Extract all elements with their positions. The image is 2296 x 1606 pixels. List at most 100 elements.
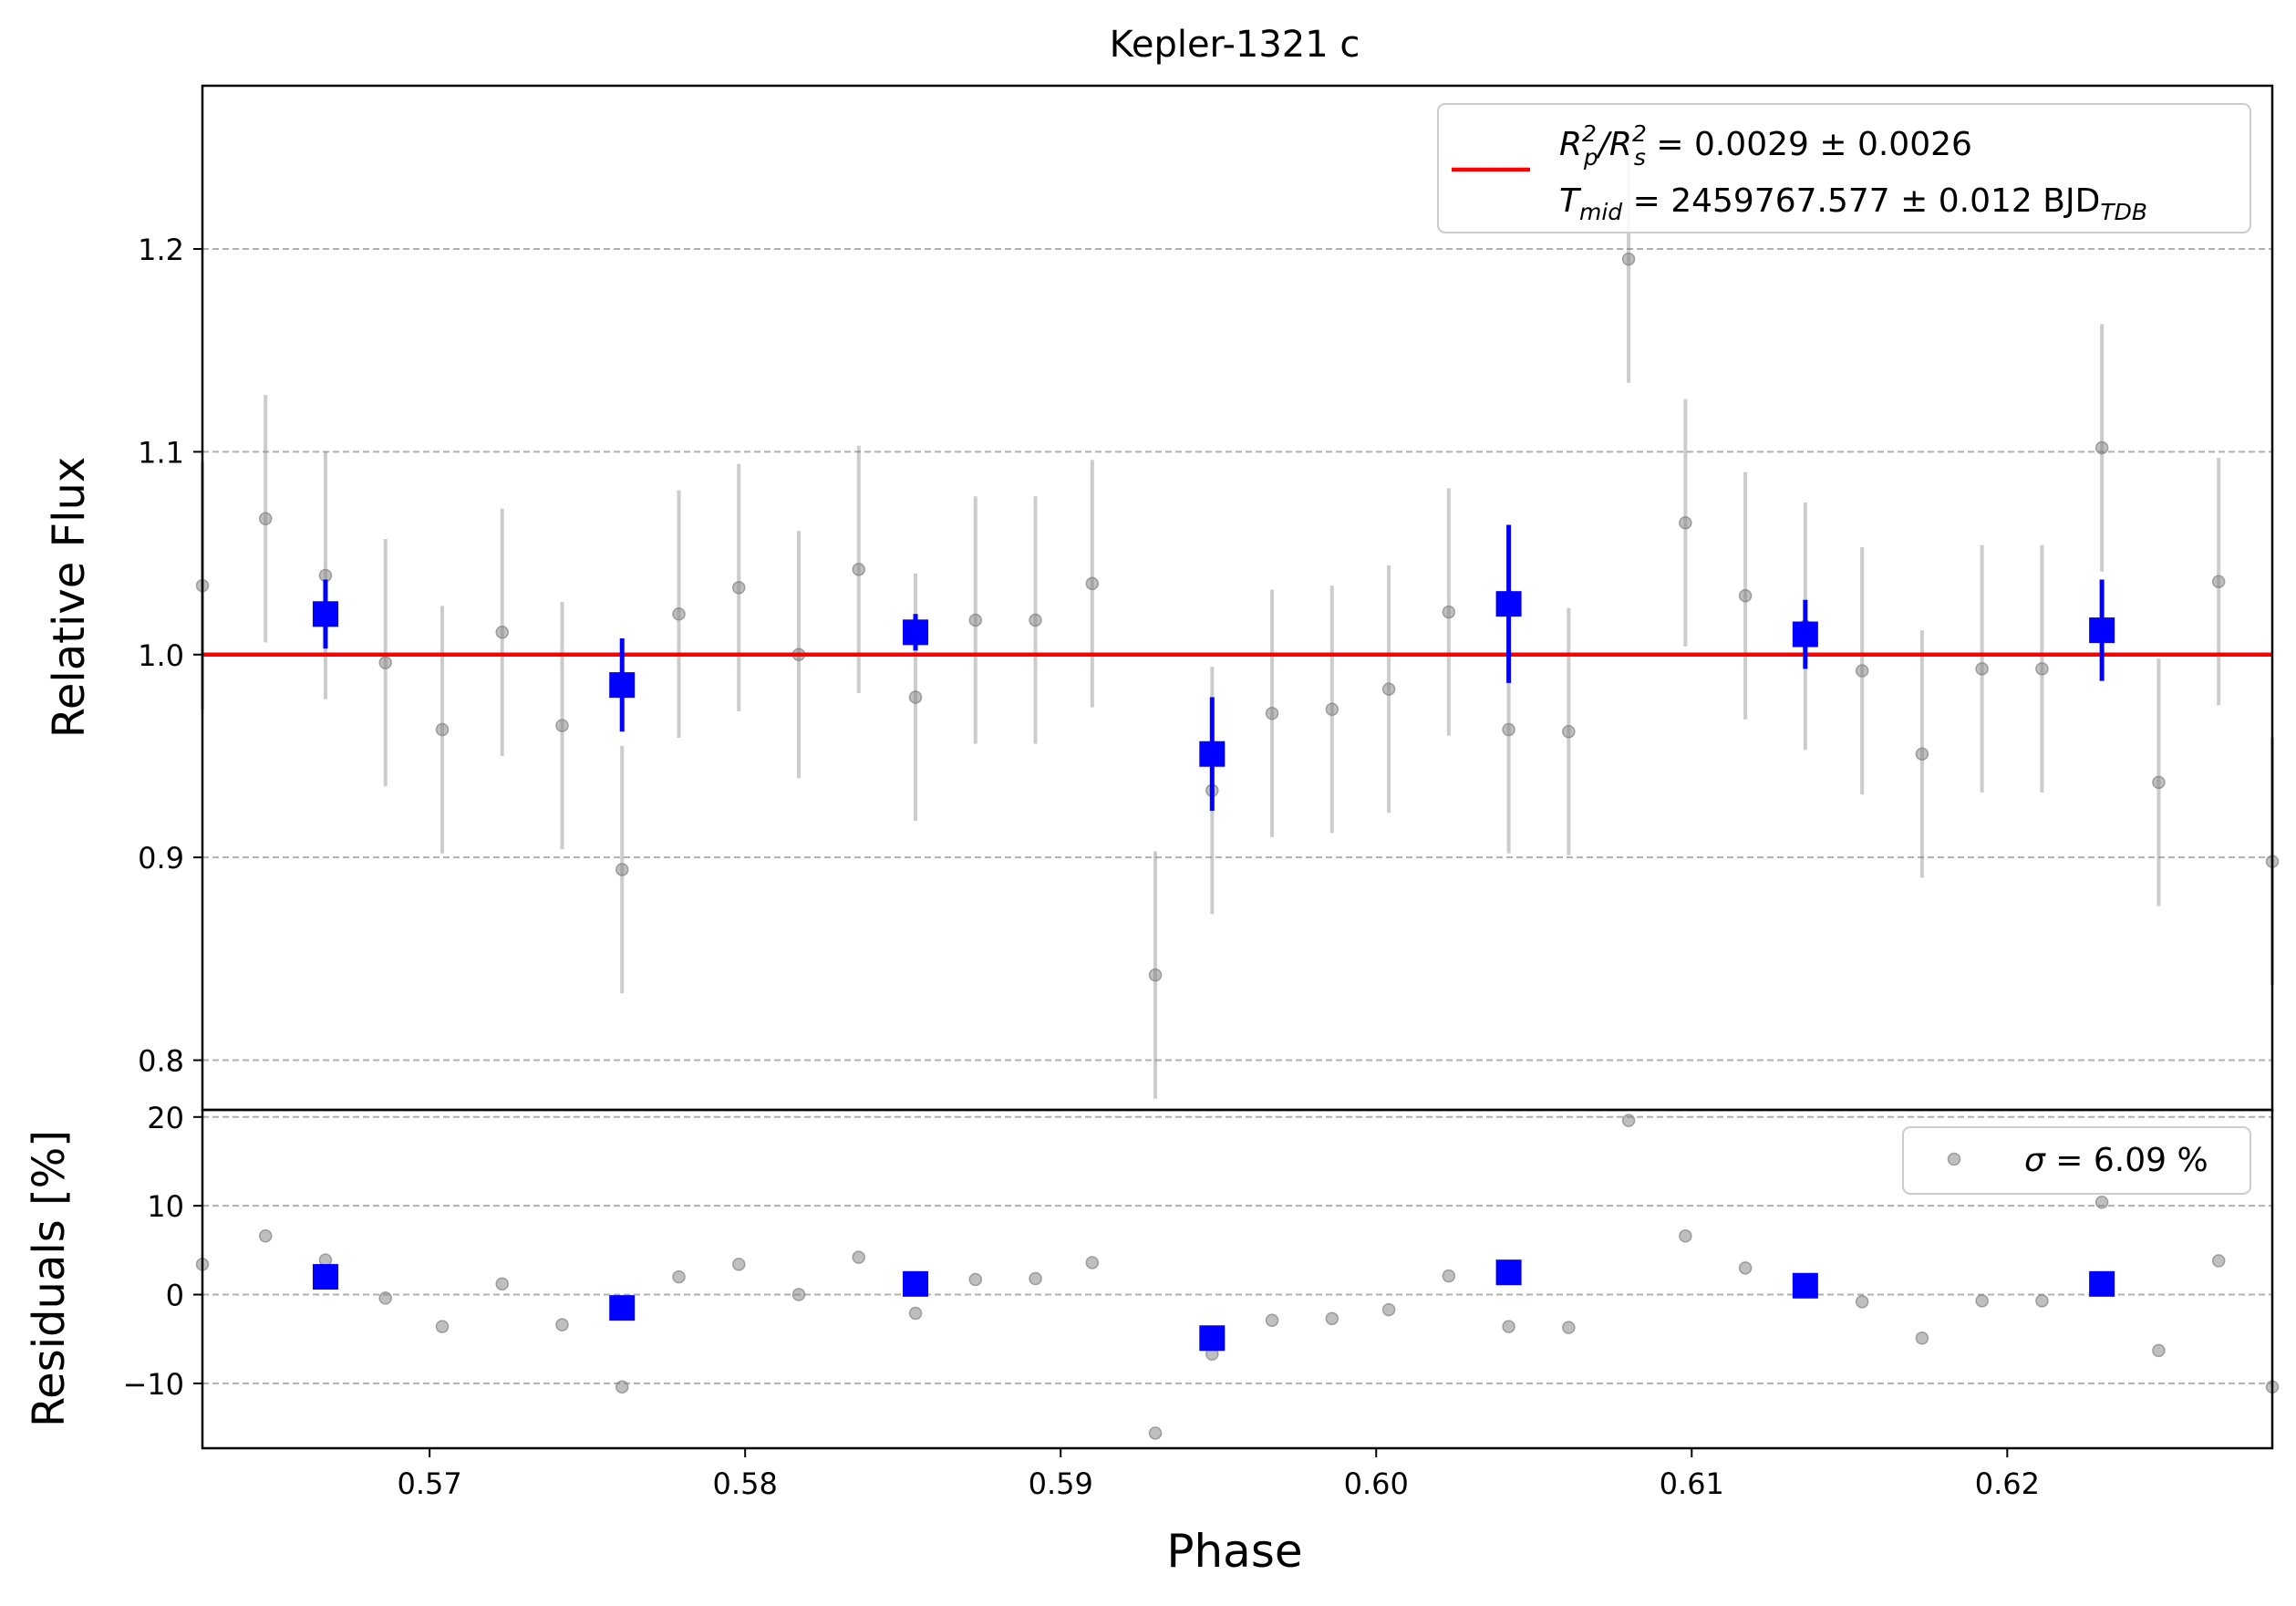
x-axis-label: Phase <box>1166 1525 1302 1578</box>
x-tick-label: 0.57 <box>398 1466 462 1501</box>
bottom-raw-point <box>1502 1320 1515 1333</box>
bottom-raw-point <box>852 1250 866 1264</box>
top-raw-point <box>1442 605 1456 619</box>
top-y-tick-label: 0.9 <box>138 841 184 876</box>
top-raw-point <box>1265 707 1279 720</box>
bottom-raw-point <box>732 1258 746 1271</box>
bottom-y-tick-label: 20 <box>147 1101 184 1135</box>
bottom-y-ticks: −10 0 10 20 <box>122 1101 202 1402</box>
top-raw-point <box>258 512 273 526</box>
top-raw-point <box>1738 589 1753 603</box>
bottom-raw-point <box>1621 1114 1636 1127</box>
bottom-raw-point <box>435 1320 450 1333</box>
chart-title: Kepler-1321 c <box>1110 24 1360 66</box>
bottom-raw-points <box>195 1114 2280 1440</box>
top-raw-point <box>908 690 923 704</box>
top-legend-label-tmid: Tmid = 2459767.577 ± 0.012 BJDTDB <box>1559 182 2147 225</box>
top-raw-point <box>1975 662 1989 676</box>
x-ticks: 0.57 0.58 0.59 0.60 0.61 0.62 <box>398 1448 2040 1501</box>
top-raw-point <box>1621 252 1636 266</box>
top-raw-point <box>1325 702 1339 717</box>
top-raw-point <box>1029 613 1042 627</box>
bottom-legend-label-sigma: σ = 6.09 % <box>2024 1142 2208 1179</box>
top-y-tick-label: 1.1 <box>138 435 184 470</box>
top-binned-point <box>312 601 338 627</box>
bottom-raw-point <box>1029 1271 1042 1286</box>
bottom-raw-point <box>2035 1294 2049 1308</box>
bottom-raw-point <box>1855 1295 1869 1309</box>
top-raw-point <box>732 581 746 595</box>
top-legend-label-radius-ratio: R2 p/R2 s = 0.0029 ± 0.0026 <box>1559 120 1972 171</box>
bottom-gridlines <box>202 1115 2272 1384</box>
top-binned-point <box>609 672 636 699</box>
bottom-binned-point <box>2089 1270 2115 1297</box>
top-raw-point <box>968 613 983 627</box>
top-binned-point <box>1792 621 1818 648</box>
top-raw-point <box>2152 775 2166 790</box>
bottom-y-tick-label: 0 <box>166 1279 184 1313</box>
bottom-binned-point <box>312 1264 338 1290</box>
bottom-binned-point <box>609 1295 636 1321</box>
bottom-y-tick-label: −10 <box>122 1367 184 1402</box>
bottom-raw-point <box>1679 1229 1692 1243</box>
bottom-binned-point <box>1495 1259 1522 1286</box>
bottom-raw-point <box>258 1229 273 1243</box>
top-raw-point <box>1915 747 1929 761</box>
top-raw-point <box>2035 662 2049 676</box>
top-legend: R2 p/R2 s = 0.0029 ± 0.0026 Tmid = 2459767… <box>1437 103 2251 233</box>
top-y-axis-label: Relative Flux <box>44 457 95 739</box>
bottom-binned-points <box>312 1259 2115 1352</box>
bottom-raw-point <box>1738 1261 1753 1275</box>
bottom-raw-point <box>2094 1196 2109 1209</box>
top-raw-point <box>852 563 866 576</box>
bottom-raw-point <box>968 1272 983 1287</box>
top-raw-point <box>672 607 686 621</box>
bottom-raw-point <box>672 1269 686 1284</box>
bottom-raw-point <box>2211 1254 2226 1268</box>
top-raw-point <box>1085 576 1100 591</box>
bottom-raw-point <box>1562 1321 1576 1334</box>
bottom-binned-point <box>903 1270 929 1297</box>
bottom-legend-marker <box>1947 1152 1961 1166</box>
bottom-raw-point <box>1975 1294 1989 1308</box>
top-binned-point <box>903 619 929 646</box>
top-raw-point <box>1679 515 1692 530</box>
bottom-legend-box <box>1902 1126 2251 1195</box>
top-raw-point <box>495 626 509 639</box>
x-tick-label: 0.61 <box>1660 1466 1724 1501</box>
top-raw-point <box>1381 682 1396 696</box>
x-tick-label: 0.60 <box>1344 1466 1409 1501</box>
top-raw-point <box>1562 725 1576 739</box>
top-y-tick-label: 1.2 <box>138 233 184 267</box>
top-binned-point <box>1495 591 1522 617</box>
top-y-ticks: 0.8 0.9 1.0 1.1 1.2 <box>138 233 202 1079</box>
bottom-y-tick-label: 10 <box>147 1189 184 1224</box>
bottom-legend: σ = 6.09 % <box>1902 1126 2251 1195</box>
bottom-raw-point <box>908 1306 923 1321</box>
top-binned-point <box>1199 741 1226 767</box>
top-y-tick-label: 0.8 <box>138 1044 184 1079</box>
x-tick-label: 0.58 <box>713 1466 778 1501</box>
bottom-raw-point <box>1148 1426 1163 1440</box>
bottom-plot-frame <box>201 1108 2274 1450</box>
bottom-raw-point <box>378 1291 392 1305</box>
top-raw-point <box>1855 664 1869 678</box>
bottom-raw-point <box>2152 1343 2166 1358</box>
top-raw-point <box>615 863 629 876</box>
top-raw-point <box>1148 968 1163 982</box>
bottom-raw-point <box>555 1318 569 1331</box>
top-raw-point <box>2094 440 2109 455</box>
bottom-raw-point <box>495 1277 509 1291</box>
x-tick-label: 0.62 <box>1975 1466 2040 1501</box>
top-raw-point <box>378 656 392 669</box>
top-binned-point <box>2089 617 2115 644</box>
top-y-tick-label: 1.0 <box>138 638 184 673</box>
bottom-raw-point <box>791 1288 806 1301</box>
top-raw-point <box>555 719 569 732</box>
top-legend-box <box>1437 103 2251 233</box>
x-tick-label: 0.59 <box>1029 1466 1093 1501</box>
bottom-raw-point <box>615 1380 629 1394</box>
bottom-raw-point <box>1265 1313 1279 1328</box>
